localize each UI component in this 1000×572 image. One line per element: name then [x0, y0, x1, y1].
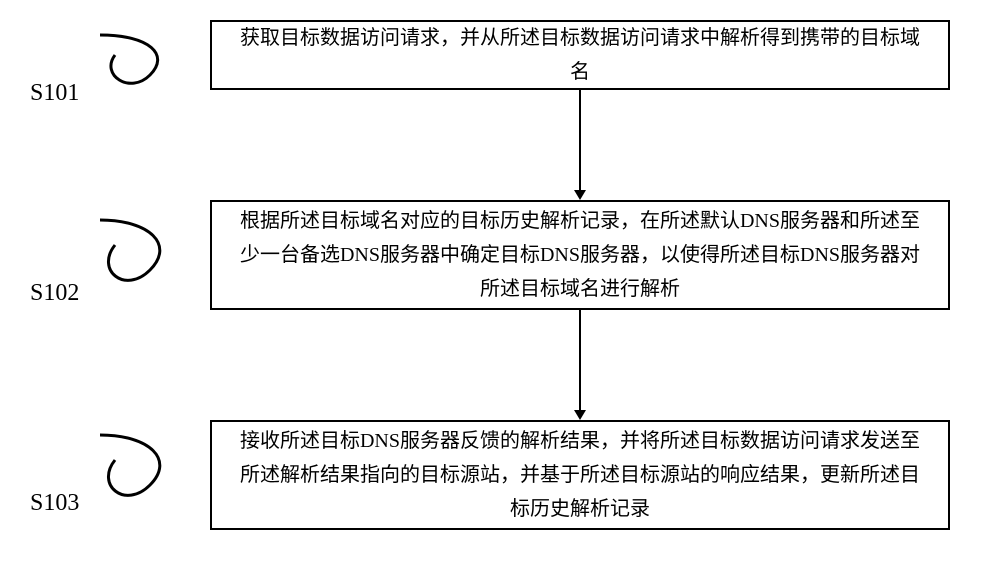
step-label-s102: S102 [30, 280, 79, 307]
flow-step-1: 获取目标数据访问请求，并从所述目标数据访问请求中解析得到携带的目标域名 [210, 20, 950, 90]
step-label-s103: S103 [30, 490, 79, 517]
squiggle-connector [100, 35, 158, 83]
flow-step-3-text: 接收所述目标DNS服务器反馈的解析结果，并将所述目标数据访问请求发送至所述解析结… [232, 424, 928, 526]
flow-step-2-text: 根据所述目标域名对应的目标历史解析记录，在所述默认DNS服务器和所述至少一台备选… [232, 204, 928, 306]
arrow-head-icon [574, 190, 586, 200]
flow-step-1-text: 获取目标数据访问请求，并从所述目标数据访问请求中解析得到携带的目标域名 [232, 21, 928, 89]
step-label-s101: S101 [30, 80, 79, 107]
flow-step-2: 根据所述目标域名对应的目标历史解析记录，在所述默认DNS服务器和所述至少一台备选… [210, 200, 950, 310]
diagram-canvas: 获取目标数据访问请求，并从所述目标数据访问请求中解析得到携带的目标域名 根据所述… [0, 0, 1000, 572]
squiggle-connector [100, 435, 160, 495]
squiggle-connector [100, 220, 160, 280]
flow-step-3: 接收所述目标DNS服务器反馈的解析结果，并将所述目标数据访问请求发送至所述解析结… [210, 420, 950, 530]
arrow-head-icon [574, 410, 586, 420]
